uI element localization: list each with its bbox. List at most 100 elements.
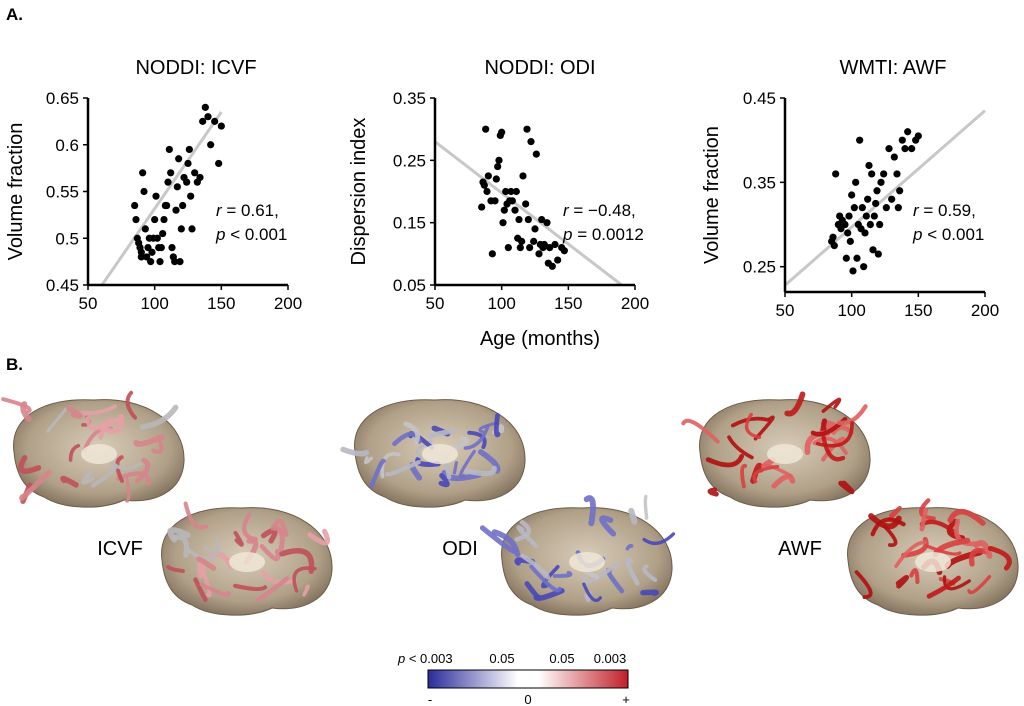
data-point bbox=[211, 117, 219, 125]
data-point bbox=[139, 169, 147, 177]
data-point bbox=[908, 145, 916, 153]
data-point bbox=[144, 244, 152, 252]
y-tick-label: 0.45 bbox=[46, 276, 79, 295]
fiber-tract bbox=[369, 458, 386, 489]
ventricle-highlight bbox=[422, 444, 458, 464]
fiber-tract bbox=[438, 473, 450, 488]
fiber-tract bbox=[894, 540, 928, 568]
data-point bbox=[516, 244, 524, 252]
stat-p-value: < 0.001 bbox=[225, 225, 287, 244]
fiber-tract bbox=[925, 544, 962, 556]
data-point bbox=[864, 195, 872, 203]
data-point bbox=[207, 141, 215, 149]
data-point bbox=[185, 145, 193, 154]
ventricle-highlight bbox=[81, 444, 117, 464]
y-tick-label: 0.65 bbox=[46, 89, 79, 108]
fiber-tract bbox=[926, 575, 961, 599]
data-point bbox=[538, 215, 546, 224]
fiber-tract bbox=[821, 435, 846, 462]
colorbar-label-p: p < 0.003 bbox=[397, 651, 453, 666]
fiber-tract bbox=[529, 564, 562, 593]
data-point bbox=[523, 125, 531, 133]
fit-line bbox=[434, 140, 623, 287]
data-point bbox=[484, 172, 492, 180]
data-point bbox=[882, 204, 890, 212]
fiber-tract bbox=[242, 512, 258, 542]
y-tick-label: 0.55 bbox=[46, 183, 79, 202]
colorbar: p < 0.003 0.05 0.05 0.003 - 0 + bbox=[397, 651, 630, 706]
data-point bbox=[201, 103, 209, 111]
colorbar-label-005b: 0.05 bbox=[549, 651, 574, 666]
colorbar-gradient bbox=[427, 669, 629, 689]
fiber-tract bbox=[895, 575, 910, 589]
data-point bbox=[148, 248, 156, 256]
fiber-tract bbox=[272, 518, 289, 537]
data-point bbox=[849, 267, 857, 275]
data-point bbox=[480, 181, 488, 189]
brain-bottom-view bbox=[479, 494, 676, 616]
fiber-tract bbox=[640, 589, 660, 596]
fiber-tract bbox=[19, 469, 52, 501]
data-point bbox=[167, 169, 175, 177]
data-point bbox=[217, 122, 225, 130]
fiber-tract bbox=[279, 547, 315, 574]
fiber-tract bbox=[491, 529, 521, 558]
fiber-tract bbox=[887, 506, 902, 521]
data-point bbox=[535, 250, 543, 258]
fiber-tract bbox=[771, 473, 796, 489]
fit-line bbox=[100, 111, 223, 287]
fiber-tract bbox=[133, 434, 165, 447]
data-point bbox=[177, 225, 185, 233]
data-point bbox=[830, 242, 838, 250]
data-point bbox=[156, 258, 164, 266]
data-point bbox=[873, 187, 881, 195]
y-tick-label: 0.05 bbox=[393, 276, 426, 295]
fiber-tract bbox=[232, 583, 268, 592]
stat-r: r = 0.61, bbox=[216, 201, 279, 220]
data-point bbox=[861, 229, 869, 237]
data-point bbox=[527, 138, 535, 146]
data-point bbox=[848, 191, 856, 199]
data-point bbox=[870, 212, 878, 220]
fiber-tract bbox=[363, 456, 373, 465]
data-point bbox=[853, 254, 861, 262]
data-point bbox=[862, 212, 870, 220]
brain-top-view bbox=[681, 391, 871, 508]
data-point bbox=[196, 173, 204, 182]
fiber-tract bbox=[625, 543, 634, 551]
data-point bbox=[164, 178, 172, 186]
fiber-tract bbox=[942, 575, 971, 591]
data-point bbox=[152, 192, 160, 200]
fiber-tract bbox=[18, 455, 42, 474]
data-point bbox=[832, 170, 840, 178]
fiber-tract bbox=[68, 443, 81, 462]
data-point bbox=[890, 153, 898, 161]
ventricle-highlight bbox=[915, 552, 951, 572]
fiber-tract bbox=[821, 397, 842, 413]
fiber-tract bbox=[753, 415, 775, 441]
y-tick-label: 0.15 bbox=[393, 214, 426, 233]
data-point bbox=[500, 206, 508, 214]
data-point bbox=[524, 215, 532, 224]
data-point bbox=[518, 237, 526, 245]
brain-bottom-view bbox=[161, 501, 333, 616]
panel-label-a: A. bbox=[6, 5, 23, 24]
fiber-tract bbox=[520, 553, 551, 580]
panel-label-b: B. bbox=[6, 355, 23, 374]
brain-top-view bbox=[1, 390, 185, 508]
data-point bbox=[176, 258, 184, 266]
y-tick-label: 0.6 bbox=[55, 136, 79, 155]
fiber-tract bbox=[705, 453, 745, 468]
data-point bbox=[175, 155, 183, 163]
data-point bbox=[866, 220, 874, 229]
y-tick-label: 0.25 bbox=[393, 151, 426, 170]
fiber-tract bbox=[340, 446, 370, 457]
fiber-tract bbox=[139, 404, 179, 430]
data-point bbox=[841, 220, 849, 229]
stat-r: r = 0.59, bbox=[913, 201, 976, 220]
data-point bbox=[531, 225, 539, 233]
data-point bbox=[498, 128, 506, 136]
data-point bbox=[188, 225, 196, 233]
data-point bbox=[508, 197, 516, 205]
stat-p: p = 0.0012 bbox=[562, 225, 644, 244]
